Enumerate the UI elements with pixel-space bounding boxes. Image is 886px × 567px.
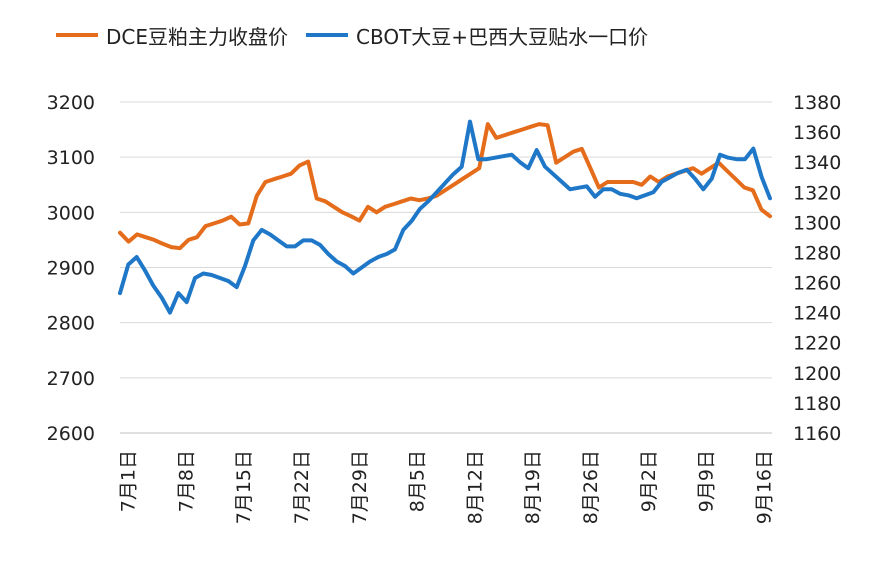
x-tick-label: 9月9日 [696,450,718,512]
chart-legend: DCE豆粕主力收盘价 CBOT大豆+巴西大豆贴水一口价 [56,21,666,50]
y-tick-label-right: 1300 [793,212,841,234]
y-tick-label-left: 3000 [47,202,95,224]
y-tick-label-right: 1220 [793,333,841,355]
series-line-cbot [118,119,772,315]
legend-item-dce[interactable]: DCE豆粕主力收盘价 [56,21,288,50]
x-tick-label: 7月8日 [175,450,197,512]
x-tick-label: 9月16日 [753,450,775,524]
y-tick-label-left: 2600 [47,423,95,445]
x-tick-label: 8月12日 [464,450,486,524]
y-tick-label-right: 1280 [793,242,841,264]
x-tick-label: 8月26日 [580,450,602,524]
y-tick-label-right: 1360 [793,122,841,144]
y-tick-label-left: 2700 [47,368,95,390]
y-tick-label-right: 1180 [793,393,841,415]
legend-label-cbot: CBOT大豆+巴西大豆贴水一口价 [356,24,649,49]
y-tick-label-right: 1160 [793,423,841,445]
legend-item-cbot[interactable]: CBOT大豆+巴西大豆贴水一口价 [306,21,648,50]
x-tick-label: 7月22日 [291,450,313,524]
y-tick-label-right: 1380 [793,92,841,114]
y-tick-label-right: 1340 [793,152,841,174]
x-tick-label: 7月29日 [349,450,371,524]
y-tick-label-left: 3200 [47,92,95,114]
y-tick-label-left: 2800 [47,313,95,335]
legend-label-dce: DCE豆粕主力收盘价 [106,24,289,49]
y-tick-label-right: 1320 [793,182,841,204]
x-tick-label: 7月1日 [118,450,140,512]
y-tick-label-left: 2900 [47,258,95,280]
x-tick-label: 8月5日 [407,450,429,512]
y-tick-label-right: 1240 [793,303,841,325]
y-tick-label-right: 1260 [793,273,841,295]
y-tick-label-right: 1200 [793,363,841,385]
x-tick-label: 8月19日 [522,450,544,524]
y-tick-label-left: 3100 [47,147,95,169]
x-tick-label: 9月2日 [638,450,660,512]
x-tick-label: 7月15日 [233,450,255,524]
legend-swatch-dce [56,33,98,37]
legend-swatch-cbot [306,33,349,37]
